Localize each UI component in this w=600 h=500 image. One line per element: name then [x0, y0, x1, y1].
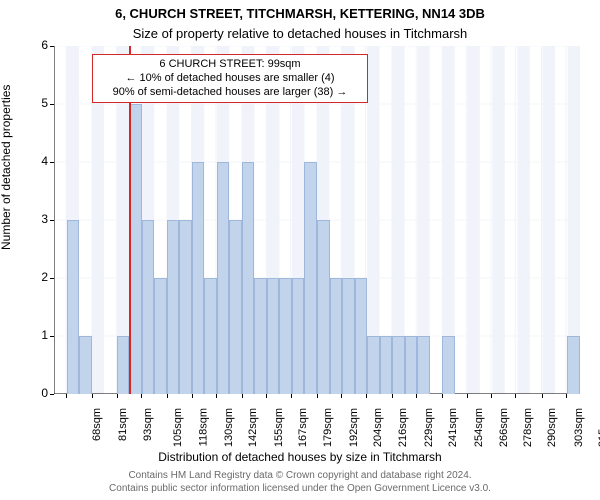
x-tick-label: 241sqm: [447, 408, 459, 447]
x-tick-label: 118sqm: [198, 408, 210, 446]
y-tick-mark: [50, 394, 54, 395]
y-tick-label: 2: [30, 270, 48, 284]
bar: [392, 336, 405, 394]
y-tick-label: 4: [30, 154, 48, 168]
x-tick-label: 93sqm: [142, 408, 154, 441]
x-tick-mark: [341, 394, 342, 398]
bar: [405, 336, 418, 394]
x-tick-label: 204sqm: [372, 408, 384, 447]
bar: [79, 336, 92, 394]
y-tick-mark: [50, 104, 54, 105]
bar: [292, 278, 305, 394]
x-tick-mark: [216, 394, 217, 398]
bar: [117, 336, 130, 394]
chart-title-main: 6, CHURCH STREET, TITCHMARSH, KETTERING,…: [0, 6, 600, 21]
bar: [442, 336, 455, 394]
annotation-line: ← 10% of detached houses are smaller (4): [99, 72, 361, 86]
annotation-box: 6 CHURCH STREET: 99sqm← 10% of detached …: [92, 54, 368, 103]
bar: [229, 220, 242, 394]
bar: [380, 336, 393, 394]
y-tick-mark: [50, 336, 54, 337]
x-tick-mark: [141, 394, 142, 398]
x-axis-label: Distribution of detached houses by size …: [0, 450, 600, 464]
bar: [317, 220, 330, 394]
bar: [242, 162, 255, 394]
y-tick-mark: [50, 278, 54, 279]
x-tick-mark: [392, 394, 393, 398]
x-tick-mark: [167, 394, 168, 398]
x-tick-label: 254sqm: [474, 408, 486, 447]
bar: [367, 336, 380, 394]
bar: [204, 278, 217, 394]
y-tick-label: 0: [30, 386, 48, 400]
x-tick-label: 105sqm: [172, 408, 184, 447]
x-tick-label: 290sqm: [546, 408, 558, 447]
y-tick-mark: [50, 46, 54, 47]
x-tick-mark: [242, 394, 243, 398]
bar: [179, 220, 192, 394]
bar: [279, 278, 292, 394]
x-tick-mark: [317, 394, 318, 398]
bar: [217, 162, 230, 394]
x-tick-label: 68sqm: [91, 408, 103, 441]
bar: [355, 278, 368, 394]
x-tick-label: 167sqm: [298, 408, 310, 447]
y-tick-mark: [50, 220, 54, 221]
x-tick-mark: [491, 394, 492, 398]
x-tick-mark: [291, 394, 292, 398]
bar: [129, 104, 142, 394]
x-tick-mark: [542, 394, 543, 398]
x-tick-mark: [566, 394, 567, 398]
bar: [254, 278, 267, 394]
x-tick-mark: [366, 394, 367, 398]
bar: [342, 278, 355, 394]
x-tick-mark: [192, 394, 193, 398]
x-tick-mark: [266, 394, 267, 398]
bar: [267, 278, 280, 394]
x-tick-mark: [92, 394, 93, 398]
bar: [417, 336, 430, 394]
chart-title-sub: Size of property relative to detached ho…: [0, 26, 600, 41]
y-tick-label: 5: [30, 96, 48, 110]
x-tick-label: 303sqm: [573, 408, 585, 447]
y-axis-label: Number of detached properties: [0, 85, 13, 250]
x-tick-label: 142sqm: [247, 408, 259, 447]
copyright-text: Contains HM Land Registry data © Crown c…: [0, 470, 600, 495]
bar: [167, 220, 180, 394]
annotation-line: 90% of semi-detached houses are larger (…: [99, 86, 361, 100]
bar: [330, 278, 343, 394]
bar: [192, 162, 205, 394]
copyright-line: Contains public sector information licen…: [0, 483, 600, 496]
bar: [154, 278, 167, 394]
x-tick-mark: [467, 394, 468, 398]
x-tick-mark: [117, 394, 118, 398]
x-tick-label: 216sqm: [397, 408, 409, 447]
bar: [142, 220, 155, 394]
x-tick-label: 266sqm: [498, 408, 510, 447]
y-tick-mark: [50, 162, 54, 163]
x-tick-mark: [66, 394, 67, 398]
y-tick-label: 1: [30, 328, 48, 342]
x-tick-label: 278sqm: [522, 408, 534, 447]
bar: [304, 162, 317, 394]
x-tick-mark: [515, 394, 516, 398]
x-tick-label: 179sqm: [322, 408, 334, 447]
bar: [567, 336, 580, 394]
copyright-line: Contains HM Land Registry data © Crown c…: [0, 470, 600, 483]
y-tick-label: 6: [30, 38, 48, 52]
x-tick-label: 81sqm: [117, 408, 129, 441]
bar: [67, 220, 80, 394]
x-tick-mark: [442, 394, 443, 398]
x-tick-label: 130sqm: [223, 408, 235, 447]
x-tick-label: 229sqm: [423, 408, 435, 447]
x-tick-label: 192sqm: [348, 408, 360, 447]
x-tick-label: 155sqm: [273, 408, 285, 447]
annotation-line: 6 CHURCH STREET: 99sqm: [99, 58, 361, 72]
x-tick-mark: [416, 394, 417, 398]
y-tick-label: 3: [30, 212, 48, 226]
